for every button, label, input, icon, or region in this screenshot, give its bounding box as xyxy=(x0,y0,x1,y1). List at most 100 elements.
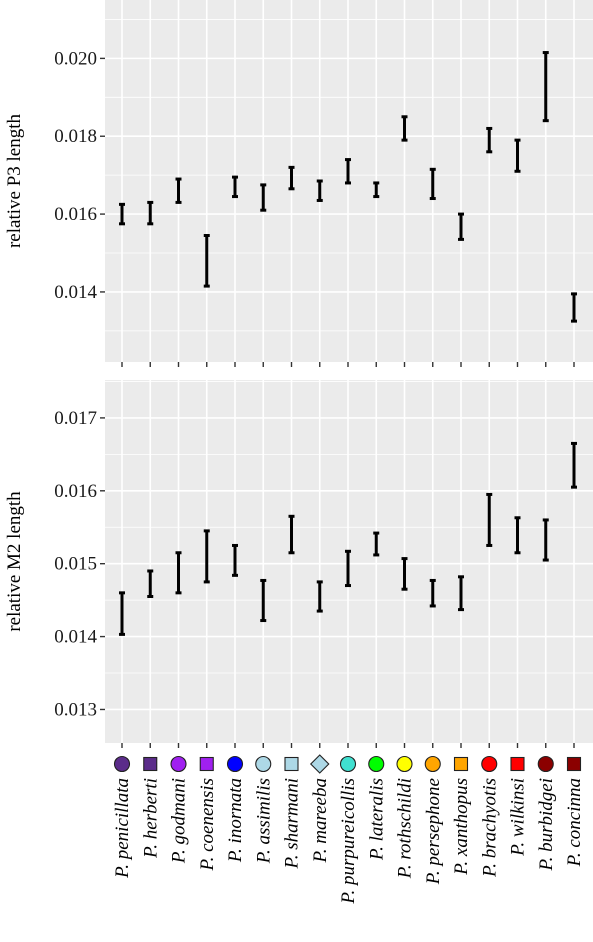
error-bar xyxy=(316,179,323,202)
panel-1: 0.014 0.016 0.018 0.020 relative P3 length xyxy=(4,0,593,367)
species-label: P. burbidgei xyxy=(536,778,557,872)
species-label: P. lateralis xyxy=(366,778,387,861)
panel-2: 0.013 0.014 0.015 0.016 0.017 relative M2 len… xyxy=(4,380,593,748)
circle-marker-icon xyxy=(255,755,272,773)
square-marker-icon xyxy=(510,756,525,772)
error-bar xyxy=(288,165,295,191)
error-bar xyxy=(514,138,521,173)
error-bar xyxy=(175,551,182,595)
panel-2-y-axis-title: relative M2 length xyxy=(4,491,25,632)
legend-item: P. assimilis xyxy=(253,755,274,864)
diamond-marker-icon xyxy=(309,754,330,774)
circle-marker-icon xyxy=(170,755,187,773)
legend-item: P. herberti xyxy=(140,756,161,859)
error-bar xyxy=(203,529,210,584)
y-tick-label: 0.018 xyxy=(54,126,97,147)
error-bar xyxy=(147,569,154,598)
species-label: P. herberti xyxy=(140,778,161,859)
legend-item: P. coenensis xyxy=(197,756,218,872)
species-label: P. persephone xyxy=(423,778,444,885)
y-tick-label: 0.016 xyxy=(54,204,97,225)
error-bar xyxy=(486,492,493,547)
species-label: P. sharmani xyxy=(282,778,303,869)
legend-item: P. brachyotis xyxy=(479,755,500,878)
circle-marker-icon xyxy=(339,755,357,773)
legend-item: P. purpureicollis xyxy=(338,755,359,905)
y-tick-label: 0.014 xyxy=(54,282,97,303)
panel-1-y-axis-title: relative P3 length xyxy=(4,113,25,248)
square-marker-icon xyxy=(453,756,469,772)
legend-item: P. penicillata xyxy=(112,755,133,879)
error-bar xyxy=(458,575,464,612)
legend-item: P. persephone xyxy=(423,755,444,885)
species-label: P. xanthopus xyxy=(451,778,472,876)
error-bar xyxy=(316,580,323,613)
species-label: P. wilkinsi xyxy=(508,778,529,857)
species-label: P. mareeba xyxy=(310,778,331,863)
error-bar xyxy=(232,175,238,199)
species-label: P. assimilis xyxy=(253,778,274,864)
error-bar xyxy=(260,578,267,623)
error-bar xyxy=(345,158,351,185)
circle-marker-icon xyxy=(396,755,413,773)
error-bar xyxy=(373,531,380,557)
legend-item: P. burbidgei xyxy=(536,755,557,872)
y-tick-label: 0.013 xyxy=(54,699,97,720)
error-bar xyxy=(119,591,125,636)
species-label: P. purpureicollis xyxy=(338,778,359,905)
error-bar xyxy=(175,177,182,204)
circle-marker-icon xyxy=(481,755,498,773)
circle-marker-icon xyxy=(537,755,554,773)
error-bar xyxy=(232,543,238,577)
species-legend: P. penicillata P. herberti P. godmani P. co… xyxy=(112,754,585,905)
error-bar xyxy=(542,51,549,123)
error-bar xyxy=(373,181,380,199)
species-label: P. penicillata xyxy=(112,778,133,879)
error-bar xyxy=(571,441,577,489)
legend-item: P. sharmani xyxy=(282,756,303,869)
error-bar xyxy=(260,183,267,212)
legend-item: P. wilkinsi xyxy=(508,756,529,857)
y-tick-label: 0.015 xyxy=(54,554,97,575)
error-bar xyxy=(571,292,577,323)
error-bar xyxy=(119,202,125,226)
circle-marker-icon xyxy=(368,755,385,773)
legend-item: P. mareeba xyxy=(309,754,331,863)
y-tick-label: 0.017 xyxy=(54,408,97,429)
circle-marker-icon xyxy=(113,755,131,773)
square-marker-icon xyxy=(566,756,582,772)
error-bar xyxy=(147,200,154,226)
square-marker-icon xyxy=(199,756,214,772)
error-bar xyxy=(429,578,436,608)
error-bar xyxy=(542,518,549,562)
species-label: P. brachyotis xyxy=(479,778,500,878)
error-bar xyxy=(401,557,408,591)
legend-item: P. godmani xyxy=(169,755,190,864)
legend-item: P. inornata xyxy=(225,755,246,863)
error-bar xyxy=(288,514,295,555)
legend-item: P. concinna xyxy=(564,756,585,867)
error-bar xyxy=(458,212,464,241)
species-label: P. godmani xyxy=(169,778,190,864)
species-label: P. concinna xyxy=(564,778,585,867)
y-tick-label: 0.016 xyxy=(54,481,97,502)
error-bar xyxy=(514,516,521,555)
species-label: P. rothschildi xyxy=(395,778,416,879)
y-tick-label: 0.014 xyxy=(54,627,97,648)
legend-item: P. rothschildi xyxy=(395,755,416,879)
circle-marker-icon xyxy=(226,755,244,773)
error-bar xyxy=(401,115,408,142)
square-marker-icon xyxy=(284,756,299,772)
error-bar xyxy=(203,233,210,288)
error-bar xyxy=(486,126,493,154)
legend-item: P. xanthopus xyxy=(451,756,472,876)
species-label: P. inornata xyxy=(225,778,246,863)
square-marker-icon xyxy=(143,756,158,772)
error-bar xyxy=(429,167,436,201)
y-tick-label: 0.020 xyxy=(54,48,97,69)
legend-item: P. lateralis xyxy=(366,755,387,861)
error-bar xyxy=(345,549,351,588)
circle-marker-icon xyxy=(424,755,441,773)
